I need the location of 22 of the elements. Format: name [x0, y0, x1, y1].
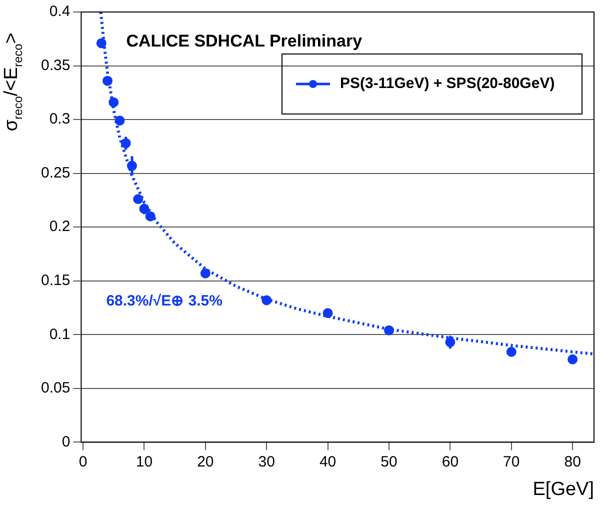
- x-axis-title: E[GeV]: [532, 478, 594, 500]
- annotation: 68.3%/√E⊕ 3.5%: [106, 292, 222, 310]
- x-tick-label: 20: [197, 453, 214, 470]
- annotation: CALICE SDHCAL Preliminary: [126, 32, 363, 51]
- x-tick-label: 60: [442, 453, 459, 470]
- x-tick-label: 80: [564, 453, 581, 470]
- y-tick-label: 0.15: [40, 272, 70, 290]
- x-tick-label: 40: [319, 453, 336, 470]
- x-tick-label: 50: [380, 453, 398, 470]
- x-tick-label: 10: [136, 453, 153, 470]
- y-tick-label: 0.25: [40, 164, 70, 182]
- y-tick-label: 0: [62, 433, 70, 450]
- x-tick-label: 30: [258, 453, 275, 470]
- legend-label: PS(3-11GeV) + SPS(20-80GeV): [340, 75, 555, 92]
- y-tick-label: 0.05: [40, 380, 70, 397]
- y-tick-label: 0.35: [40, 56, 70, 74]
- x-tick-label: 0: [78, 453, 88, 470]
- y-tick-label: 0.3: [49, 110, 70, 128]
- y-tick-label: 0.2: [49, 218, 70, 236]
- x-tick-label: 70: [503, 453, 520, 470]
- y-tick-label: 0.4: [49, 3, 70, 20]
- y-tick-label: 0.1: [49, 326, 70, 343]
